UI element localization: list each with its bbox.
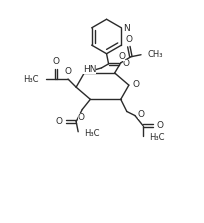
Text: O: O — [137, 110, 144, 119]
Text: CH₃: CH₃ — [146, 50, 162, 59]
Text: O: O — [155, 121, 162, 130]
Text: H₃C: H₃C — [148, 133, 164, 142]
Text: N: N — [122, 24, 129, 33]
Text: O: O — [56, 117, 63, 126]
Text: HN: HN — [82, 65, 96, 74]
Text: O: O — [77, 113, 84, 122]
Text: O: O — [132, 80, 139, 89]
Text: H₃C: H₃C — [23, 74, 38, 84]
Text: O: O — [122, 59, 129, 68]
Text: H₃C: H₃C — [84, 129, 99, 138]
Text: O: O — [64, 67, 71, 76]
Text: O: O — [125, 35, 132, 43]
Text: O: O — [118, 52, 125, 61]
Text: O: O — [52, 57, 59, 66]
